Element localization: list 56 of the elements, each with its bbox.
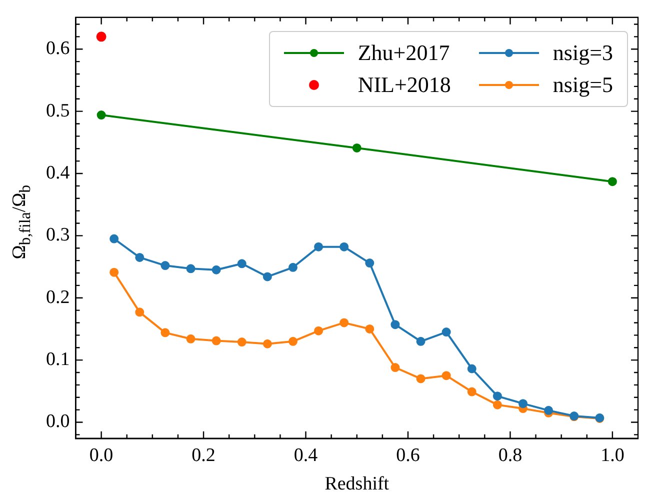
point	[110, 268, 119, 277]
point	[110, 234, 119, 244]
point	[186, 334, 196, 344]
y-tick-label: 0.1	[46, 349, 70, 370]
point	[544, 406, 554, 415]
y-tick-label: 0.6	[46, 38, 70, 60]
point	[416, 336, 426, 346]
x-tick-label: 0.0	[89, 444, 114, 466]
legend-label: nsig=5	[552, 72, 613, 98]
y-tick-label: 0.2	[46, 286, 70, 308]
point	[237, 259, 246, 268]
x-tick-label: 0.6	[396, 444, 420, 466]
point	[340, 318, 349, 328]
y-tick-label: 0.5	[46, 100, 70, 122]
point	[467, 387, 476, 396]
point	[160, 261, 170, 270]
point	[262, 339, 272, 348]
point	[390, 363, 400, 372]
point	[365, 324, 374, 334]
point	[442, 328, 451, 337]
x-axis-title: Redshift	[324, 474, 390, 495]
point	[96, 110, 106, 120]
point	[416, 374, 426, 384]
point	[340, 242, 349, 252]
point	[160, 328, 170, 338]
x-tick-label: 0.4	[294, 444, 318, 466]
point	[608, 177, 617, 186]
x-tick-label: 0.2	[192, 444, 216, 466]
x-tick-label: 1.0	[600, 444, 624, 466]
point	[314, 326, 324, 336]
point	[212, 336, 221, 346]
point	[467, 364, 476, 374]
point	[442, 371, 451, 380]
y-tick-label: 0.3	[46, 224, 70, 246]
point	[96, 32, 106, 42]
point	[518, 399, 528, 408]
point	[288, 336, 298, 346]
point	[186, 264, 196, 274]
legend-label: Zhu+2017	[358, 40, 450, 66]
point	[314, 242, 324, 252]
point	[237, 338, 246, 347]
point	[492, 392, 502, 401]
x-tick-label: 0.8	[498, 444, 522, 466]
point	[492, 400, 502, 410]
point	[212, 265, 221, 274]
point	[135, 308, 144, 317]
point	[390, 320, 400, 330]
point	[135, 252, 144, 262]
y-tick-label: 0.4	[46, 162, 70, 184]
legend-label: NIL+2018	[358, 72, 451, 98]
point	[262, 272, 272, 282]
y-tick-label: 0.0	[46, 411, 70, 432]
point	[352, 143, 362, 152]
legend-label: nsig=3	[552, 40, 613, 66]
point	[365, 258, 374, 268]
point	[288, 262, 298, 272]
